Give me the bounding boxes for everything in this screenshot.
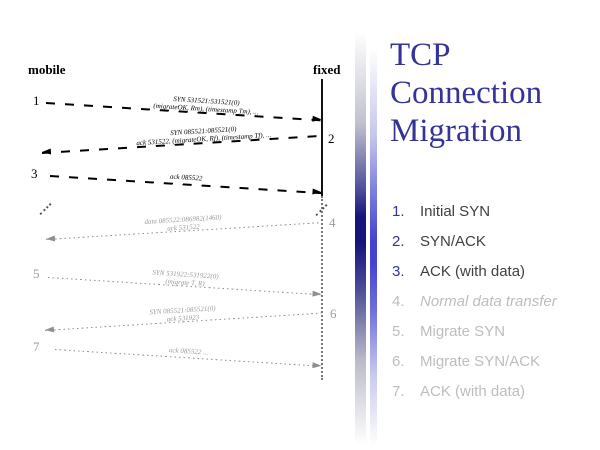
packet-label: data 085522:086982(1460) ack 531522: [144, 213, 222, 233]
slide-title: TCP Connection Migration: [390, 37, 543, 149]
arrow-final-ack: ack 085522 ...: [54, 346, 322, 369]
timeline-break-mark-mobile: [39, 202, 52, 216]
list-item-number: 2.: [392, 232, 405, 250]
packet-label: SYN 085521:085521(0) ack 531522, (migrat…: [136, 125, 272, 147]
arrowhead-right-icon: [312, 362, 322, 369]
list-item-label: Migrate SYN/ACK: [420, 352, 541, 370]
divider-gradient-bar-right: [370, 48, 377, 446]
step-number-2: 2: [328, 131, 335, 146]
list-item: 5. Migrate SYN: [392, 316, 592, 346]
mobile-host-label: mobile: [28, 62, 66, 77]
list-item: 7. ACK (with data): [392, 376, 592, 406]
arrow-migrate-syn: SYN 531922:531922(0) (migrate T, R): [47, 269, 322, 298]
list-item-label: ACK (with data): [420, 382, 526, 400]
arrow-migrate-syn-ack: SYN 085521:085521(0) ack 531923: [44, 304, 322, 333]
list-item: 4. Normal data transfer: [392, 286, 592, 316]
list-item-number: 6.: [392, 352, 405, 370]
fixed-timeline-solid: [321, 79, 323, 196]
list-item-number: 1.: [392, 202, 405, 220]
packet-label: SYN 531922:531922(0) (migrate T, R): [152, 268, 219, 288]
list-item-number: 4.: [392, 292, 405, 310]
packet-label: SYN 085521:085521(0) ack 531923: [149, 304, 216, 323]
arrowhead-right-icon: [312, 115, 322, 123]
list-item-label: SYN/ACK: [420, 232, 486, 250]
packet-label: SYN 531521:531521(0) (migrateOK, Rm), (t…: [153, 95, 259, 116]
arrowhead-left-icon: [41, 148, 52, 155]
arrow-initial-syn: SYN 531521:531521(0) (migrateOK, Rm), (t…: [45, 95, 322, 123]
arrowhead-right-icon: [312, 188, 322, 196]
list-item-label: Initial SYN: [420, 202, 491, 220]
step-number-4: 4: [329, 215, 336, 230]
arrowhead-left-icon: [45, 235, 56, 242]
step-number-6: 6: [330, 306, 337, 321]
list-item: 6. Migrate SYN/ACK: [392, 346, 592, 376]
step-list: 1. Initial SYN 2. SYN/ACK 3. ACK (with d…: [392, 196, 592, 406]
step-number-5: 5: [33, 266, 40, 281]
fixed-timeline-dotted: [321, 196, 323, 380]
list-item-number: 5.: [392, 322, 405, 340]
arrow-normal-data: data 085522:086982(1460) ack 531522: [45, 213, 322, 242]
list-item-number: 3.: [392, 262, 405, 280]
step-number-7: 7: [33, 339, 40, 354]
arrowhead-right-icon: [312, 290, 322, 298]
divider-gradient-bar-left: [355, 32, 366, 444]
step-number-1: 1: [33, 93, 40, 108]
arrow-ack-with-data: ack 085522: [49, 173, 322, 196]
step-number-3: 3: [31, 166, 38, 181]
list-item: 1. Initial SYN: [392, 196, 592, 226]
list-item-label: Migrate SYN: [420, 322, 506, 340]
list-item-label: Normal data transfer: [420, 292, 557, 310]
list-item: 2. SYN/ACK: [392, 226, 592, 256]
list-item-number: 7.: [392, 382, 405, 400]
arrowhead-left-icon: [44, 326, 55, 333]
fixed-host-label: fixed: [313, 62, 341, 77]
arrow-syn-ack: SYN 085521:085521(0) ack 531522, (migrat…: [41, 125, 322, 155]
list-item-label: ACK (with data): [420, 262, 526, 280]
list-item: 3. ACK (with data): [392, 256, 592, 286]
